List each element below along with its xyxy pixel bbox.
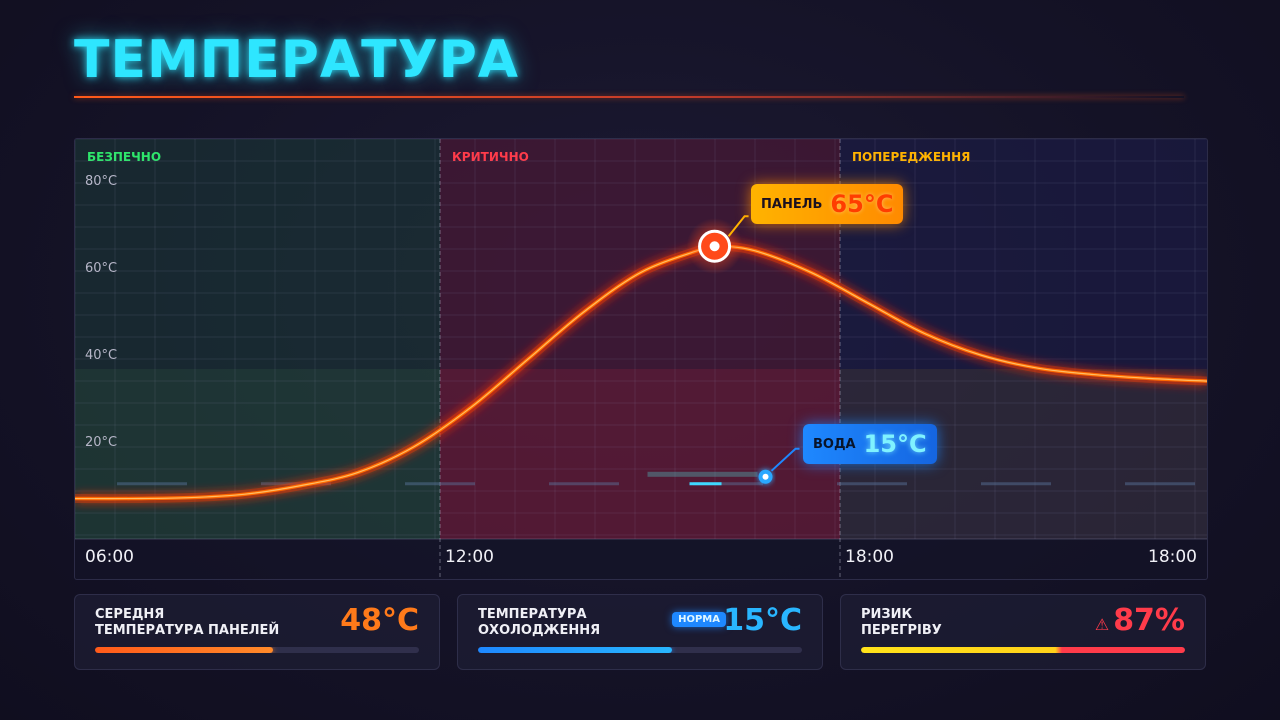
- water-callout-pointer: [770, 447, 800, 472]
- warning-icon: ⚠: [1094, 615, 1110, 634]
- cooling-temp-label: ТЕМПЕРАТУРА ОХОЛОДЖЕННЯ: [478, 607, 678, 639]
- overheat-risk-value-wrap: ⚠ 87%: [1095, 603, 1185, 638]
- page-title: ТЕМПЕРАТУРА: [74, 30, 520, 90]
- series-line-panel-core: [75, 245, 1207, 500]
- panel-callout-value: 65°C: [830, 190, 894, 218]
- overheat-risk-label-line2: ПЕРЕГРІВУ: [861, 623, 942, 638]
- x-tick-label: 12:00: [445, 547, 494, 567]
- zone-safe-lower: [75, 369, 440, 539]
- title-underline: [74, 96, 1184, 98]
- y-tick-label: 20°C: [85, 435, 117, 450]
- avg-panel-temp-label-line2: ТЕМПЕРАТУРА ПАНЕЛЕЙ: [95, 623, 280, 638]
- avg-panel-temp-label-line1: СЕРЕДНЯ: [95, 607, 165, 622]
- panel-peak-marker-dot: [709, 241, 720, 252]
- cooling-temp-value: 15°C: [723, 603, 802, 638]
- avg-panel-temp-value: 48°C: [340, 603, 419, 638]
- cooling-temp-bar: [478, 647, 802, 653]
- overheat-risk-bar: [861, 647, 1185, 653]
- y-tick-label: 40°C: [85, 348, 117, 363]
- overheat-risk-label: РИЗИК ПЕРЕГРІВУ: [861, 607, 1061, 639]
- norm-status-badge: НОРМА: [672, 612, 726, 627]
- cooling-temp-card: ТЕМПЕРАТУРА ОХОЛОДЖЕННЯ НОРМА 15°C: [457, 594, 823, 670]
- water-callout: ВОДА 15°C: [803, 424, 937, 464]
- panel-callout: ПАНЕЛЬ 65°C: [751, 184, 904, 224]
- x-tick-label: 06:00: [85, 547, 134, 567]
- overheat-risk-card: РИЗИК ПЕРЕГРІВУ ⚠ 87%: [840, 594, 1206, 670]
- water-callout-label: ВОДА: [813, 436, 856, 452]
- zone-label-warning: ПОПЕРЕДЖЕННЯ: [852, 150, 970, 164]
- avg-panel-temp-bar-fill: [95, 647, 274, 653]
- chart-svg: БЕЗПЕЧНО КРИТИЧНО ПОПЕРЕДЖЕННЯ 80°C 60°C 40°…: [75, 139, 1207, 579]
- panel-callout-label: ПАНЕЛЬ: [761, 196, 823, 212]
- x-tick-label: 18:00: [845, 547, 894, 567]
- avg-panel-temp-card: СЕРЕДНЯ ТЕМПЕРАТУРА ПАНЕЛЕЙ 48°C: [74, 594, 440, 670]
- zone-safe: [75, 139, 440, 539]
- avg-panel-temp-label: СЕРЕДНЯ ТЕМПЕРАТУРА ПАНЕЛЕЙ: [95, 607, 295, 639]
- overheat-risk-label-line1: РИЗИК: [861, 607, 913, 622]
- water-highlight-bar: [647, 471, 758, 477]
- water-callout-value: 15°C: [863, 430, 927, 458]
- y-tick-label: 60°C: [85, 261, 117, 276]
- cooling-temp-bar-fill: [478, 647, 673, 653]
- zone-label-safe: БЕЗПЕЧНО: [87, 150, 161, 164]
- panel-callout-pointer: [727, 215, 749, 237]
- overheat-risk-bar-fill: [861, 647, 1185, 653]
- x-tick-label: 18:00: [1148, 547, 1197, 567]
- overheat-risk-value: 87%: [1113, 603, 1185, 638]
- cooling-temp-label-line2: ОХОЛОДЖЕННЯ: [478, 623, 601, 638]
- avg-panel-temp-bar: [95, 647, 419, 653]
- zone-label-critical: КРИТИЧНО: [452, 150, 529, 164]
- zone-critical-lower: [440, 369, 840, 539]
- water-marker-dot: [762, 473, 769, 480]
- temperature-chart: БЕЗПЕЧНО КРИТИЧНО ПОПЕРЕДЖЕННЯ 80°C 60°C 40°…: [74, 138, 1208, 580]
- y-tick-label: 80°C: [85, 174, 117, 189]
- cooling-temp-label-line1: ТЕМПЕРАТУРА: [478, 607, 587, 622]
